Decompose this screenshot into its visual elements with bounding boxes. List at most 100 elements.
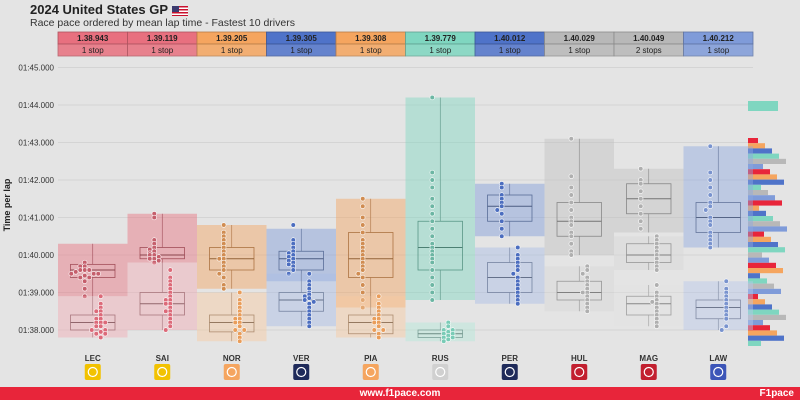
lap-point	[360, 203, 366, 209]
lap-point	[82, 278, 88, 284]
lap-point	[237, 289, 243, 296]
lap-point	[163, 327, 169, 333]
lap-point	[429, 177, 435, 183]
lap-point	[450, 334, 456, 341]
lap-point	[360, 274, 366, 281]
lap-point	[98, 323, 104, 329]
lap-point	[568, 199, 574, 206]
y-tick-label: 01:42.000	[18, 176, 54, 185]
lap-point	[360, 282, 366, 288]
position-strip-segment	[748, 320, 763, 326]
chart-subtitle: Race pace ordered by mean lap time - Fas…	[30, 17, 295, 29]
lap-point	[654, 282, 660, 288]
footer-url[interactable]: www.f1pace.com	[359, 388, 441, 399]
position-strip-segment	[748, 309, 779, 315]
lap-point	[98, 334, 104, 341]
driver-code-label: LAW	[709, 354, 727, 363]
lap-point	[703, 207, 709, 213]
lap-point	[499, 233, 505, 239]
lap-point	[445, 336, 451, 342]
position-strip-segment	[748, 247, 785, 253]
driver-code-label: LEC	[85, 354, 101, 363]
lap-point	[237, 338, 243, 344]
mclaren-logo-icon	[223, 364, 240, 380]
driver-column-ver: 1.39.305 1 stop VER	[266, 31, 337, 380]
position-strip-segment	[748, 148, 772, 154]
lap-point	[515, 244, 521, 251]
lap-point	[151, 214, 157, 221]
position-strip-segment	[748, 262, 776, 268]
lap-point	[98, 329, 104, 335]
strategy-label: 1 stop	[429, 46, 451, 55]
lap-point	[371, 327, 377, 333]
lap-point	[306, 323, 312, 329]
mean-time-label: 1.39.305	[286, 34, 318, 43]
mean-time-label: 1.39.205	[216, 34, 248, 43]
haas-logo-icon	[571, 364, 588, 380]
position-strip-segment	[748, 216, 773, 222]
driver-code-label: HUL	[571, 354, 588, 363]
driver-code-label: SAI	[156, 354, 169, 363]
position-strip-segment	[748, 179, 784, 185]
lap-point	[707, 143, 713, 149]
lap-point	[163, 301, 169, 307]
position-strip-segment	[748, 273, 760, 279]
driver-code-label: PER	[502, 354, 519, 363]
position-strip-segment	[748, 143, 765, 149]
lap-point	[638, 181, 644, 187]
position-strip-segment	[748, 242, 778, 248]
chart-title-text: 2024 United States GP	[30, 2, 168, 17]
position-strip-segment	[748, 268, 783, 274]
driver-code-label: VER	[293, 354, 310, 363]
position-strip-segment	[748, 164, 763, 170]
lap-point	[499, 226, 505, 232]
lap-point	[429, 233, 435, 239]
position-strip-segment	[748, 205, 759, 211]
lap-point	[429, 267, 435, 273]
strategy-label: 1 stop	[360, 46, 382, 55]
position-strip-segment	[748, 288, 781, 294]
lap-point	[360, 267, 366, 273]
position-strip-segment	[748, 325, 770, 331]
lap-point	[638, 188, 644, 194]
lap-point	[429, 289, 435, 296]
lap-point	[82, 286, 88, 292]
position-strip-segment	[748, 231, 764, 237]
lap-point	[638, 226, 644, 232]
team-logo-mark	[157, 366, 168, 378]
driver-column-nor: 1.39.205 1 stop NOR	[196, 31, 267, 380]
lap-point	[515, 301, 521, 307]
team-logo-badge	[432, 364, 449, 380]
lap-point	[360, 304, 366, 311]
driver-column-mag: 1.40.049 2 stops MAG	[613, 31, 684, 380]
position-strip-segment	[748, 257, 769, 263]
lap-point	[445, 323, 451, 329]
lap-point	[638, 196, 644, 202]
position-strip-segment	[748, 101, 778, 111]
lap-point	[707, 184, 713, 191]
lap-point	[429, 297, 435, 303]
position-strip-segment	[748, 190, 768, 196]
lap-point	[311, 299, 317, 305]
y-tick-label: 01:44.000	[18, 101, 54, 110]
lap-point	[584, 267, 590, 273]
lap-point	[568, 241, 574, 247]
driver-column-hul: 1.40.029 1 stop HUL	[544, 31, 615, 380]
ferrari-logo-icon	[84, 364, 101, 380]
lap-point	[499, 203, 505, 209]
footer-bar: www.f1pace.com F1pace	[0, 387, 800, 400]
lap-point	[371, 319, 377, 326]
lap-point	[102, 319, 108, 326]
driver-column-law: 1.40.212 1 stop LAW	[683, 31, 754, 380]
mercedes-logo-icon	[432, 364, 449, 380]
team-logo-badge	[571, 364, 588, 380]
lap-point	[151, 259, 157, 266]
lap-point	[163, 308, 169, 314]
position-strip-segment	[748, 304, 772, 310]
lap-point	[360, 222, 366, 228]
lap-point	[306, 295, 312, 301]
lap-point	[167, 267, 173, 273]
position-strip-segment	[748, 294, 758, 300]
lap-point	[568, 192, 574, 198]
lap-point	[707, 222, 713, 228]
